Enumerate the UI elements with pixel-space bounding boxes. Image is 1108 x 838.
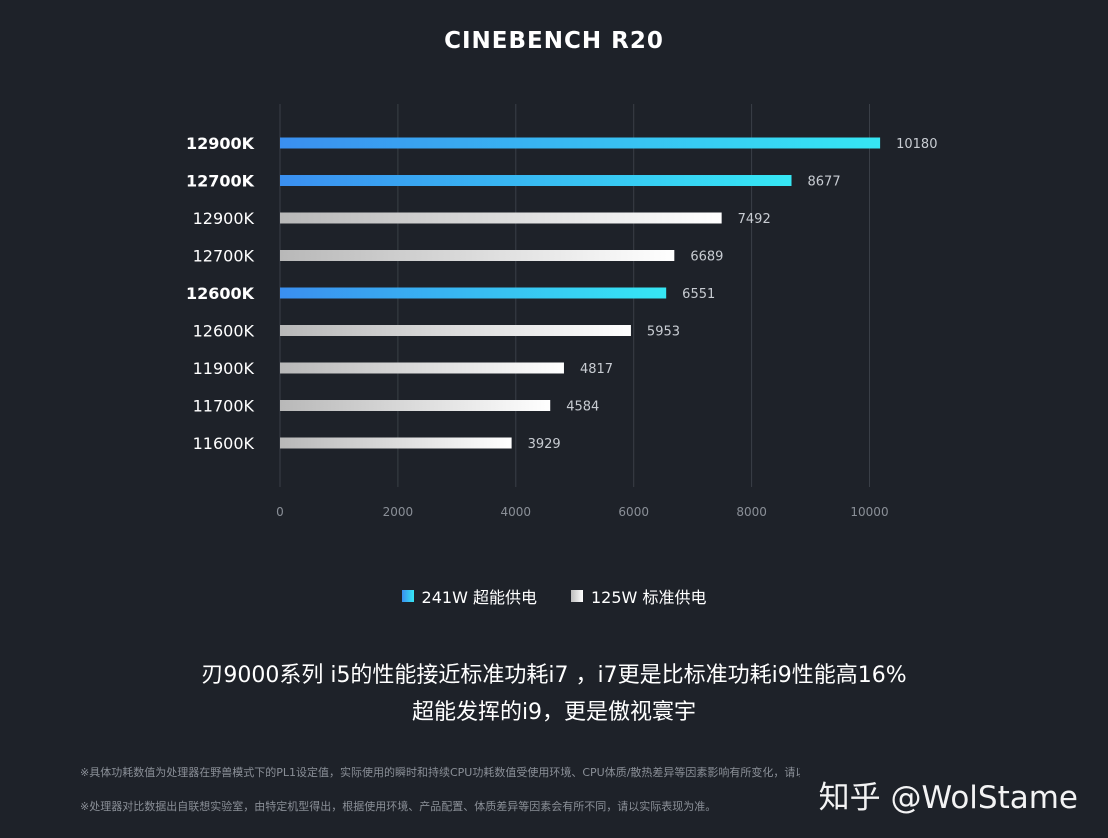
legend-swatch-blue bbox=[401, 590, 414, 602]
bar-chart: 0 2000 4000 6000 8000 10000 12900K 10180 12700K 8… bbox=[186, 104, 937, 519]
x-tick-label: 2000 bbox=[383, 505, 414, 519]
value-label: 4817 bbox=[580, 362, 613, 377]
value-label: 6551 bbox=[682, 287, 715, 302]
bar-125w bbox=[280, 362, 564, 374]
x-tick-label: 8000 bbox=[736, 505, 767, 519]
legend: 241W 超能供电 125W 标准供电 bbox=[0, 584, 1108, 608]
category-label: 12900K bbox=[193, 209, 255, 228]
bar-241w bbox=[280, 175, 792, 186]
value-label: 3929 bbox=[528, 437, 561, 452]
x-tick-label: 6000 bbox=[618, 505, 649, 519]
category-label: 11900K bbox=[193, 359, 255, 378]
category-label: 12600K bbox=[193, 322, 255, 341]
category-label: 11600K bbox=[193, 434, 255, 453]
footnote-line-1: ※具体功耗数值为处理器在野兽模式下的PL1设定值，实际使用的瞬时和持续CPU功耗… bbox=[80, 766, 800, 779]
legend-label-241w: 241W 超能供电 bbox=[421, 588, 537, 607]
bar-125w bbox=[280, 400, 551, 411]
value-label: 8677 bbox=[808, 175, 841, 190]
x-tick-label: 10000 bbox=[850, 505, 888, 519]
value-label: 10180 bbox=[896, 137, 937, 152]
value-label: 4584 bbox=[566, 400, 599, 415]
bar-125w bbox=[280, 250, 675, 261]
bar-125w bbox=[280, 325, 631, 336]
watermark: 知乎 @WolStame bbox=[818, 780, 1078, 816]
legend-swatch-gray bbox=[571, 590, 583, 602]
category-label: 11700K bbox=[193, 397, 255, 416]
category-label: 12900K bbox=[186, 134, 255, 153]
category-label: 12700K bbox=[193, 247, 255, 266]
caption-line-1: 刃9000系列 i5的性能接近标准功耗i7 ，i7更是比标准功耗i9性能高16% bbox=[201, 663, 907, 688]
bar-125w bbox=[280, 212, 722, 224]
value-label: 7492 bbox=[738, 212, 771, 227]
legend-item-125w: 125W 标准供电 bbox=[571, 584, 706, 608]
legend-item-241w: 241W 超能供电 bbox=[401, 584, 537, 608]
x-tick-label: 4000 bbox=[501, 505, 532, 519]
category-label: 12700K bbox=[186, 172, 255, 191]
bar-241w bbox=[280, 137, 881, 149]
category-label: 12600K bbox=[186, 284, 255, 303]
bar-125w bbox=[280, 437, 512, 449]
value-label: 6689 bbox=[690, 250, 723, 265]
x-tick-label: 0 bbox=[276, 505, 284, 519]
caption-line-2: 超能发挥的i9，更是傲视寰宇 bbox=[411, 700, 697, 725]
footnote-line-2: ※处理器对比数据出自联想实验室，由特定机型得出，根据使用环境、产品配置、体质差异… bbox=[80, 800, 717, 813]
bar-241w bbox=[280, 287, 667, 299]
value-label: 5953 bbox=[647, 325, 680, 340]
chart-title: CINEBENCH R20 bbox=[444, 28, 664, 54]
legend-label-125w: 125W 标准供电 bbox=[591, 588, 707, 607]
